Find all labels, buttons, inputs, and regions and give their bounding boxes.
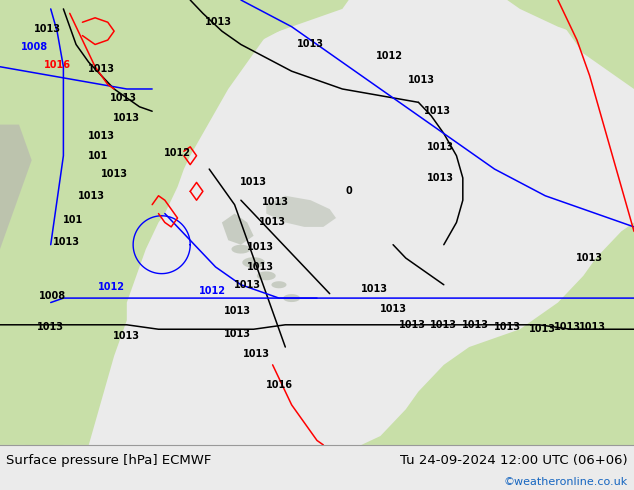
Text: 1012: 1012 [377,50,403,61]
Text: 1013: 1013 [259,218,286,227]
Text: 1013: 1013 [88,131,115,141]
Text: 1013: 1013 [247,242,273,252]
Text: 1013: 1013 [576,253,603,263]
Text: 1013: 1013 [110,93,137,103]
Text: 1012: 1012 [98,282,124,292]
Text: 1013: 1013 [113,113,140,123]
Text: 1013: 1013 [79,191,105,201]
Text: 1012: 1012 [164,148,191,158]
Text: 1013: 1013 [529,324,555,334]
Text: 1013: 1013 [579,322,606,332]
Polygon shape [51,0,241,445]
Polygon shape [231,245,250,254]
Text: 1013: 1013 [399,320,425,330]
Text: 1016: 1016 [266,380,292,390]
Text: ©weatheronline.co.uk: ©weatheronline.co.uk [503,477,628,487]
Polygon shape [257,271,276,280]
Polygon shape [0,0,317,200]
Polygon shape [0,0,241,445]
Text: 1013: 1013 [361,284,387,294]
Text: 1013: 1013 [262,197,289,207]
Text: 1013: 1013 [234,280,261,290]
Text: 1013: 1013 [408,75,435,85]
Polygon shape [271,281,287,288]
Text: 1013: 1013 [88,64,115,74]
Text: 1013: 1013 [462,320,489,330]
Text: 1013: 1013 [224,329,251,339]
Text: 1013: 1013 [34,24,61,34]
Text: 101: 101 [88,151,108,161]
Text: 1013: 1013 [224,306,251,317]
Text: 1013: 1013 [53,238,80,247]
Text: 1013: 1013 [494,322,521,332]
Text: 1013: 1013 [101,169,127,178]
Polygon shape [0,124,32,249]
Text: 1013: 1013 [554,322,581,332]
Polygon shape [222,214,254,245]
Text: 1013: 1013 [427,173,454,183]
Text: 101: 101 [63,215,83,225]
Polygon shape [0,0,349,169]
Polygon shape [349,222,634,445]
Polygon shape [507,0,634,67]
Text: Tu 24-09-2024 12:00 UTC (06+06): Tu 24-09-2024 12:00 UTC (06+06) [400,454,628,467]
Text: 1008: 1008 [39,291,66,301]
Polygon shape [25,0,266,445]
Text: 1013: 1013 [297,40,324,49]
Polygon shape [283,294,301,302]
Text: 1013: 1013 [37,322,64,332]
Text: 1013: 1013 [430,320,457,330]
Polygon shape [558,0,634,89]
Text: 1008: 1008 [22,42,48,52]
Polygon shape [242,257,265,268]
Polygon shape [266,196,336,227]
Text: 1013: 1013 [243,349,270,359]
Text: 1013: 1013 [424,106,451,116]
Text: 0: 0 [346,186,352,196]
Polygon shape [368,245,634,445]
Text: 1013: 1013 [247,262,273,272]
Text: Surface pressure [hPa] ECMWF: Surface pressure [hPa] ECMWF [6,454,212,467]
Text: 1013: 1013 [113,331,140,341]
Text: 1013: 1013 [205,17,232,27]
Text: 1013: 1013 [380,304,406,314]
Text: 1013: 1013 [427,142,454,152]
Text: 1013: 1013 [240,177,267,187]
Text: 1012: 1012 [199,287,226,296]
Text: 1016: 1016 [44,59,70,70]
